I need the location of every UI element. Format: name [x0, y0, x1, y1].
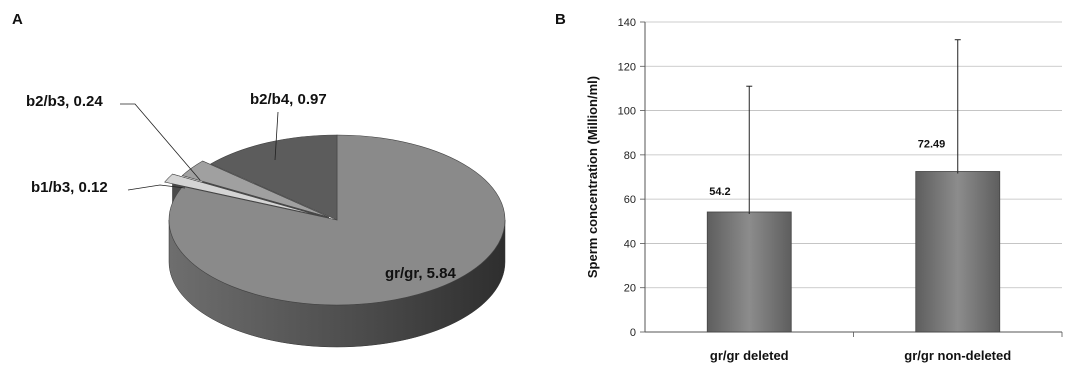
panel-letter-a: A — [12, 11, 23, 28]
x-category-label-gr-gr-non-deleted: gr/gr non-deleted — [904, 348, 1011, 363]
y-tick-label-80: 80 — [624, 150, 636, 162]
y-tick-label-120: 120 — [618, 61, 636, 73]
pie-chart: gr/gr, 5.84 b1/b3, 0.12 b2/b3, 0.24 b2/b4, … — [26, 91, 506, 348]
y-tick-label-20: 20 — [624, 283, 636, 295]
pie-label-gr-gr-5-84: gr/gr, 5.84 — [385, 265, 457, 282]
pie-slice-b2-b3-0-24 — [181, 160, 329, 218]
pie-label-b2-b3-0-24: b2/b3, 0.24 — [26, 93, 103, 110]
panel-letter-b: B — [555, 11, 566, 28]
y-axis-label: Sperm concentration (Million/ml) — [585, 76, 600, 278]
y-tick-label-0: 0 — [630, 327, 636, 339]
y-tick-label-60: 60 — [624, 194, 636, 206]
pie-label-b2-b4-0-97: b2/b4, 0.97 — [250, 91, 327, 108]
leader-line-b2-b4-0-97 — [274, 111, 279, 161]
pie-slice-b2-b4-0-97 — [210, 134, 338, 221]
pie-label-b1-b3-0-12: b1/b3, 0.12 — [31, 179, 108, 196]
leader-line-b2-b3-0-24 — [120, 103, 201, 181]
bar-gr-gr-deleted — [706, 211, 792, 333]
y-tick-label-40: 40 — [624, 238, 636, 250]
bar-chart: 0 20 40 60 80 100 120 140 Sperm concentration (M… — [585, 17, 1063, 363]
y-tick-label-140: 140 — [618, 17, 636, 29]
data-label-gr-gr-non-deleted: 72.49 — [918, 138, 946, 150]
data-label-gr-gr-deleted: 54.2 — [709, 186, 730, 198]
pie-slice-b1-b3-0-12 — [164, 173, 320, 216]
x-category-label-gr-gr-deleted: gr/gr deleted — [710, 348, 789, 363]
bar-gr-gr-non-deleted — [915, 171, 1001, 333]
leader-line-b1-b3-0-12 — [127, 184, 186, 191]
y-tick-label-100: 100 — [618, 106, 636, 118]
